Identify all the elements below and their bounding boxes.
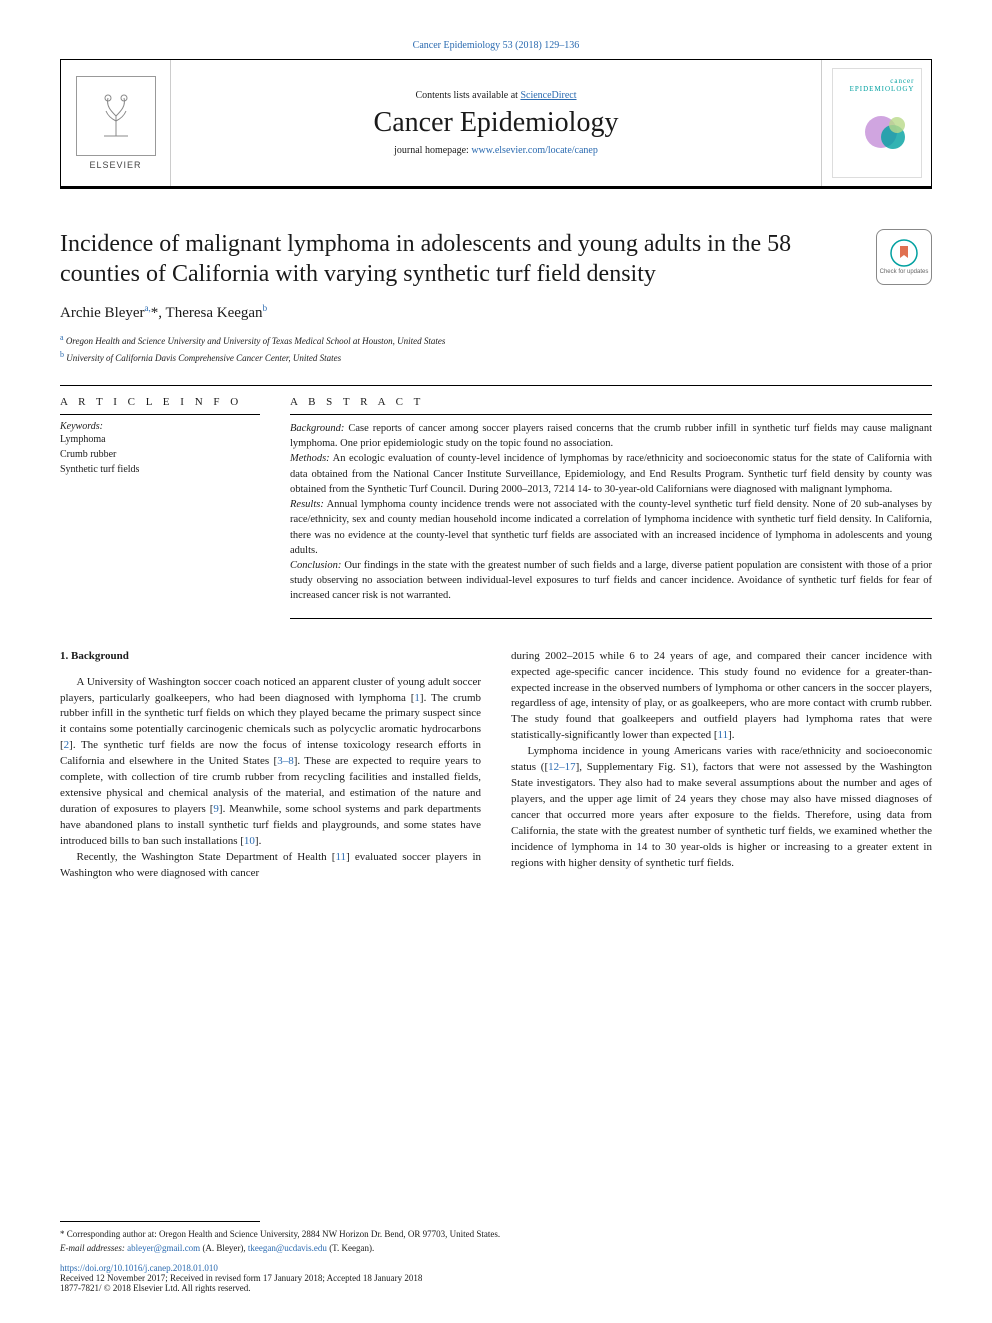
bookmark-check-icon [890, 239, 918, 267]
keyword: Lymphoma [60, 432, 260, 447]
abstract: A B S T R A C T Background: Case reports… [290, 396, 932, 619]
article-info: A R T I C L E I N F O Keywords: Lymphoma… [60, 396, 260, 619]
authors: Archie Bleyera,*, Theresa Keeganb [60, 303, 932, 322]
body-paragraph: Recently, the Washington State Departmen… [60, 850, 481, 882]
body-paragraph: during 2002–2015 while 6 to 24 years of … [511, 649, 932, 745]
abstract-bottom-rule [290, 618, 932, 619]
abstract-paragraph: Background: Case reports of cancer among… [290, 421, 932, 451]
section-heading: 1. Background [60, 649, 481, 665]
masthead: ELSEVIER Contents lists available at Sci… [60, 59, 932, 189]
affiliation-line: b University of California Davis Compreh… [60, 349, 932, 366]
email-label: E-mail addresses: [60, 1243, 125, 1253]
homepage-link[interactable]: www.elsevier.com/locate/canep [471, 145, 598, 156]
journal-title: Cancer Epidemiology [374, 107, 619, 139]
abstract-paragraph: Conclusion: Our findings in the state wi… [290, 558, 932, 604]
abstract-body: Background: Case reports of cancer among… [290, 421, 932, 604]
email-line: E-mail addresses: ableyer@gmail.com (A. … [60, 1242, 932, 1256]
journal-cover-label: cancerEPIDEMIOLOGY [850, 77, 915, 93]
footer-rule [60, 1221, 260, 1222]
footer: * Corresponding author at: Oregon Health… [60, 1221, 932, 1293]
info-abstract-row: A R T I C L E I N F O Keywords: Lymphoma… [60, 396, 932, 619]
affiliation-line: a Oregon Health and Science University a… [60, 332, 932, 349]
journal-cover: cancerEPIDEMIOLOGY [832, 68, 922, 178]
abstract-paragraph: Methods: An ecologic evaluation of count… [290, 451, 932, 497]
contents-line: Contents lists available at ScienceDirec… [415, 90, 576, 101]
affiliations: a Oregon Health and Science University a… [60, 332, 932, 365]
body-paragraph: A University of Washington soccer coach … [60, 675, 481, 850]
body-paragraph: Lymphoma incidence in young Americans va… [511, 744, 932, 872]
homepage-prefix: journal homepage: [394, 145, 471, 156]
journal-cover-art-icon [861, 107, 911, 157]
body-columns: 1. Background A University of Washington… [60, 649, 932, 882]
body-column-left: 1. Background A University of Washington… [60, 649, 481, 882]
elsevier-tree-icon [76, 76, 156, 156]
copyright-line: 1877-7821/ © 2018 Elsevier Ltd. All righ… [60, 1283, 932, 1293]
section-divider [60, 385, 932, 386]
email-link[interactable]: ableyer@gmail.com [127, 1243, 200, 1253]
keywords-label: Keywords: [60, 421, 260, 432]
check-updates-badge[interactable]: Check for updates [876, 229, 932, 285]
sciencedirect-link[interactable]: ScienceDirect [520, 90, 576, 101]
publisher-name: ELSEVIER [89, 160, 141, 170]
badge-label: Check for updates [880, 269, 929, 275]
abstract-heading: A B S T R A C T [290, 396, 932, 415]
body-column-right: during 2002–2015 while 6 to 24 years of … [511, 649, 932, 882]
abstract-paragraph: Results: Annual lymphoma county incidenc… [290, 497, 932, 558]
email-link[interactable]: tkeegan@ucdavis.edu [248, 1243, 327, 1253]
keywords-list: LymphomaCrumb rubberSynthetic turf field… [60, 432, 260, 477]
corresponding-author: * Corresponding author at: Oregon Health… [60, 1228, 932, 1242]
keyword: Crumb rubber [60, 447, 260, 462]
homepage-line: journal homepage: www.elsevier.com/locat… [394, 145, 598, 156]
keyword: Synthetic turf fields [60, 462, 260, 477]
masthead-center: Contents lists available at ScienceDirec… [171, 60, 821, 186]
received-line: Received 12 November 2017; Received in r… [60, 1273, 932, 1283]
article-title: Incidence of malignant lymphoma in adole… [60, 229, 830, 289]
journal-reference: Cancer Epidemiology 53 (2018) 129–136 [60, 40, 932, 51]
doi-link[interactable]: https://doi.org/10.1016/j.canep.2018.01.… [60, 1263, 932, 1273]
journal-cover-block: cancerEPIDEMIOLOGY [821, 60, 931, 186]
article-header: Incidence of malignant lymphoma in adole… [60, 229, 932, 365]
contents-prefix: Contents lists available at [415, 90, 520, 101]
publisher-logo-block: ELSEVIER [61, 60, 171, 186]
article-info-heading: A R T I C L E I N F O [60, 396, 260, 415]
